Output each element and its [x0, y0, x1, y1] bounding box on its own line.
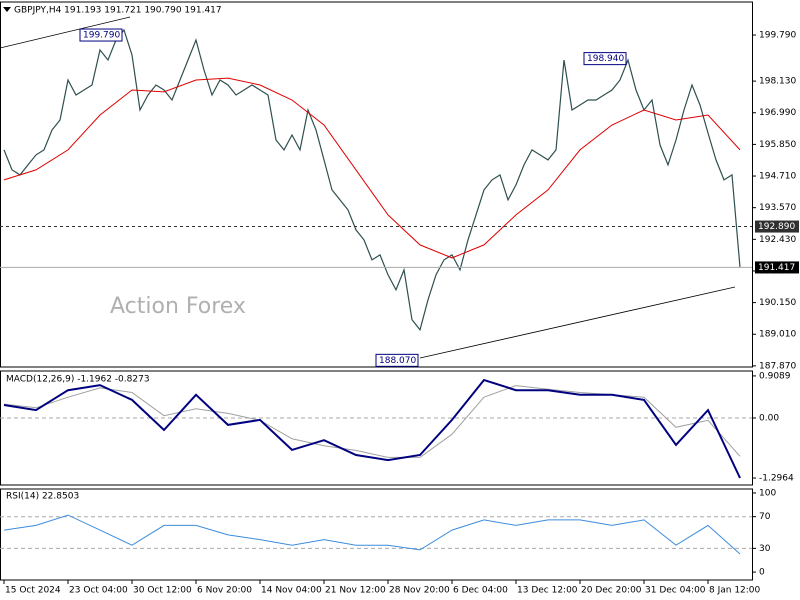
y-tick-label: 190.150: [759, 298, 796, 308]
y-tick-label: 30: [759, 544, 771, 554]
trend-line: [0, 16, 131, 49]
x-tick-label: 13 Dec 12:00: [517, 586, 578, 596]
y-tick-label: 192.430: [759, 235, 796, 245]
rsi-title: RSI(14) 22.8503: [6, 492, 79, 502]
y-tick-label: 193.570: [759, 203, 796, 213]
x-tick-label: 28 Nov 20:00: [389, 586, 450, 596]
y-tick-label: 0.00: [759, 413, 779, 423]
panel-frame: [0, 370, 753, 486]
x-tick-label: 6 Nov 20:00: [197, 586, 252, 596]
y-tick-label: 100: [759, 488, 776, 498]
y-tick-label: 199.790: [759, 31, 796, 41]
annotation-box: [79, 28, 123, 42]
price-level-label: 191.417: [758, 263, 795, 273]
annotation-label: 199.790: [83, 31, 120, 41]
price-level-box: [755, 261, 799, 274]
x-tick-label: 15 Oct 2024: [5, 586, 61, 596]
panel-frame: [0, 488, 753, 581]
x-tick-label: 14 Nov 04:00: [261, 586, 322, 596]
x-tick-label: 21 Nov 12:00: [325, 586, 386, 596]
series-line: [3, 77, 741, 259]
price-level-box: [755, 220, 799, 233]
x-tick-label: 8 Jan 12:00: [709, 586, 761, 596]
x-tick-label: 23 Oct 04:00: [69, 586, 128, 596]
x-tick-label: 30 Oct 12:00: [133, 586, 192, 596]
series-line: [3, 514, 741, 555]
annotation-label: 188.070: [379, 356, 416, 366]
y-tick-label: 196.990: [759, 108, 796, 118]
macd-title: MACD(12,26,9) -1.1962 -0.8273: [6, 375, 150, 385]
x-tick-label: 31 Dec 04:00: [645, 586, 706, 596]
y-tick-label: 195.850: [759, 140, 796, 150]
price-level-label: 192.890: [758, 222, 795, 232]
y-tick-label: 70: [759, 512, 771, 522]
x-tick-label: 6 Dec 04:00: [453, 586, 508, 596]
annotation-label: 198.940: [587, 54, 624, 64]
annotation-box: [583, 52, 627, 66]
series-line: [3, 378, 741, 479]
y-tick-label: 198.130: [759, 77, 796, 87]
y-tick-label: -1.2964: [759, 474, 794, 484]
collapse-icon: [3, 7, 11, 12]
annotation-box: [375, 353, 419, 367]
trend-line: [419, 286, 736, 359]
y-tick-label: 0: [759, 568, 765, 578]
watermark: Action Forex: [110, 294, 246, 319]
y-tick-label: 189.010: [759, 330, 796, 340]
x-tick-label: 20 Dec 20:00: [581, 586, 642, 596]
y-tick-label: 187.870: [759, 361, 796, 371]
chart-title: GBPJPY,H4 191.193 191.721 190.790 191.41…: [14, 6, 222, 16]
y-tick-label: 194.710: [759, 172, 796, 182]
panel-frame: [0, 1, 753, 368]
y-tick-label: 0.9089: [759, 371, 791, 381]
series-line: [3, 28, 741, 332]
